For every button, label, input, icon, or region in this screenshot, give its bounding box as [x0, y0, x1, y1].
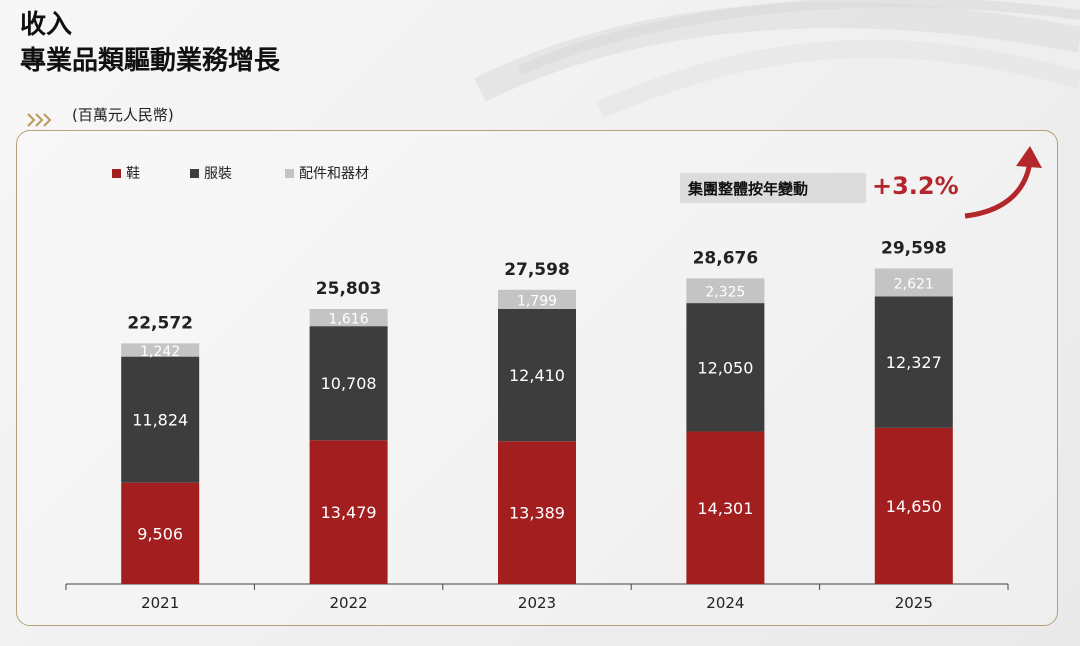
page-title: 收入	[20, 10, 73, 40]
legend-item-accessories: 配件和器材	[285, 164, 369, 182]
bar-segment-footwear	[121, 482, 200, 584]
total-label: 22,572	[127, 313, 193, 333]
bar-segment-apparel	[309, 326, 388, 441]
bar-segment-accessories	[498, 289, 576, 309]
legend-swatch-apparel	[190, 168, 199, 178]
bar-segment-accessories	[874, 268, 953, 297]
yoy-badge-value: +3.2%	[872, 172, 959, 200]
total-label: 29,598	[881, 238, 947, 258]
legend-label-footwear: 鞋	[126, 166, 140, 182]
data-label-footwear: 14,650	[886, 497, 942, 516]
x-tick-label: 2021	[141, 594, 179, 612]
data-label-apparel: 12,327	[886, 353, 942, 372]
bar-segment-accessories	[686, 278, 765, 304]
bar-segment-footwear	[874, 427, 953, 584]
x-tick-label: 2024	[706, 594, 744, 612]
total-label: 28,676	[693, 248, 759, 268]
bar-segment-apparel	[686, 303, 765, 432]
page-subtitle: 專業品類驅動業務增長	[20, 46, 281, 76]
data-label-apparel: 11,824	[132, 411, 188, 430]
bar-segment-accessories	[309, 308, 388, 327]
x-tick-label: 2025	[895, 594, 933, 612]
data-label-accessories: 2,621	[894, 276, 934, 292]
unit-label: (百萬元人民幣)	[72, 106, 174, 124]
chevrons-right-icon	[27, 113, 52, 127]
total-label: 27,598	[504, 260, 570, 280]
data-label-accessories: 1,799	[517, 293, 557, 309]
data-label-apparel: 10,708	[321, 374, 377, 393]
data-label-accessories: 1,242	[140, 344, 180, 360]
bar-segment-apparel	[874, 296, 953, 428]
bar-segment-apparel	[498, 308, 576, 442]
data-label-accessories: 2,325	[705, 285, 745, 301]
x-tick-label: 2022	[330, 594, 368, 612]
bar-segment-footwear	[686, 431, 765, 584]
bar-segment-accessories	[121, 343, 200, 357]
legend-swatch-accessories	[285, 168, 294, 178]
yoy-badge	[680, 173, 866, 203]
data-label-accessories: 1,616	[329, 312, 369, 328]
data-label-apparel: 12,410	[509, 366, 565, 385]
legend-label-apparel: 服裝	[204, 166, 232, 182]
total-label: 25,803	[316, 279, 382, 299]
data-label-footwear: 14,301	[697, 499, 753, 518]
data-label-footwear: 13,389	[509, 504, 565, 523]
legend-item-apparel: 服裝	[190, 164, 232, 182]
bar-segment-apparel	[121, 356, 200, 483]
data-label-footwear: 9,506	[137, 524, 183, 543]
bar-segment-footwear	[309, 440, 388, 584]
data-label-footwear: 13,479	[321, 503, 377, 522]
yoy-badge-label: 集團整體按年變動	[688, 180, 809, 198]
legend-label-accessories: 配件和器材	[299, 166, 369, 182]
x-tick-label: 2023	[518, 594, 556, 612]
legend-swatch-footwear	[112, 168, 121, 178]
legend-item-footwear: 鞋	[112, 164, 140, 182]
data-label-apparel: 12,050	[697, 358, 753, 377]
bar-segment-footwear	[498, 441, 576, 584]
